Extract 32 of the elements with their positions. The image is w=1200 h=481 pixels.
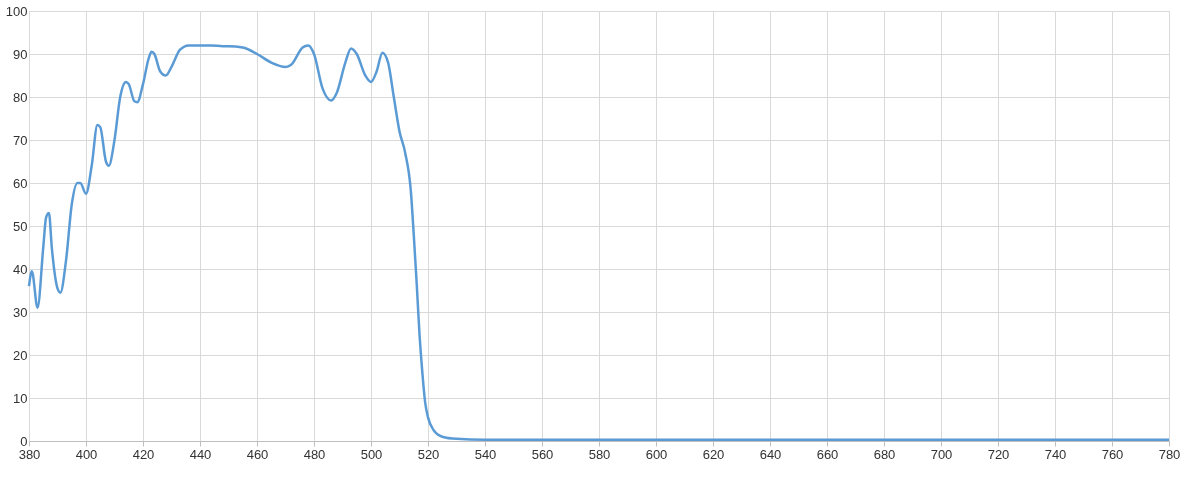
x-tick-label: 680 bbox=[873, 446, 896, 462]
x-tick-label: 700 bbox=[930, 446, 953, 462]
x-tick-label: 780 bbox=[1158, 446, 1181, 462]
y-tick-label: 90 bbox=[13, 46, 28, 62]
x-tick-label: 640 bbox=[759, 446, 782, 462]
y-tick-label: 50 bbox=[13, 218, 28, 234]
x-tick-label: 400 bbox=[75, 446, 98, 462]
y-tick-label: 80 bbox=[13, 89, 28, 105]
y-tick-label: 10 bbox=[13, 390, 28, 406]
x-tick-label: 520 bbox=[417, 446, 440, 462]
y-tick-label: 30 bbox=[13, 304, 28, 320]
y-tick-label: 60 bbox=[13, 175, 28, 191]
x-tick-label: 720 bbox=[987, 446, 1010, 462]
x-tick-label: 380 bbox=[18, 446, 41, 462]
x-tick-label: 760 bbox=[1101, 446, 1124, 462]
y-tick-label: 20 bbox=[13, 347, 28, 363]
y-tick-label: 0 bbox=[20, 433, 28, 449]
x-tick-label: 500 bbox=[360, 446, 383, 462]
x-tick-label: 560 bbox=[531, 446, 554, 462]
x-tick-label: 740 bbox=[1044, 446, 1067, 462]
x-tick-label: 440 bbox=[189, 446, 212, 462]
x-tick-label: 460 bbox=[246, 446, 269, 462]
x-tick-label: 580 bbox=[588, 446, 611, 462]
y-tick-label: 100 bbox=[5, 3, 28, 19]
x-tick-label: 600 bbox=[645, 446, 668, 462]
x-tick-label: 620 bbox=[702, 446, 725, 462]
y-tick-label: 40 bbox=[13, 261, 28, 277]
y-tick-label: 70 bbox=[13, 132, 28, 148]
x-tick-label: 420 bbox=[132, 446, 155, 462]
x-tick-label: 660 bbox=[816, 446, 839, 462]
x-tick-label: 540 bbox=[474, 446, 497, 462]
x-tick-label: 480 bbox=[303, 446, 326, 462]
